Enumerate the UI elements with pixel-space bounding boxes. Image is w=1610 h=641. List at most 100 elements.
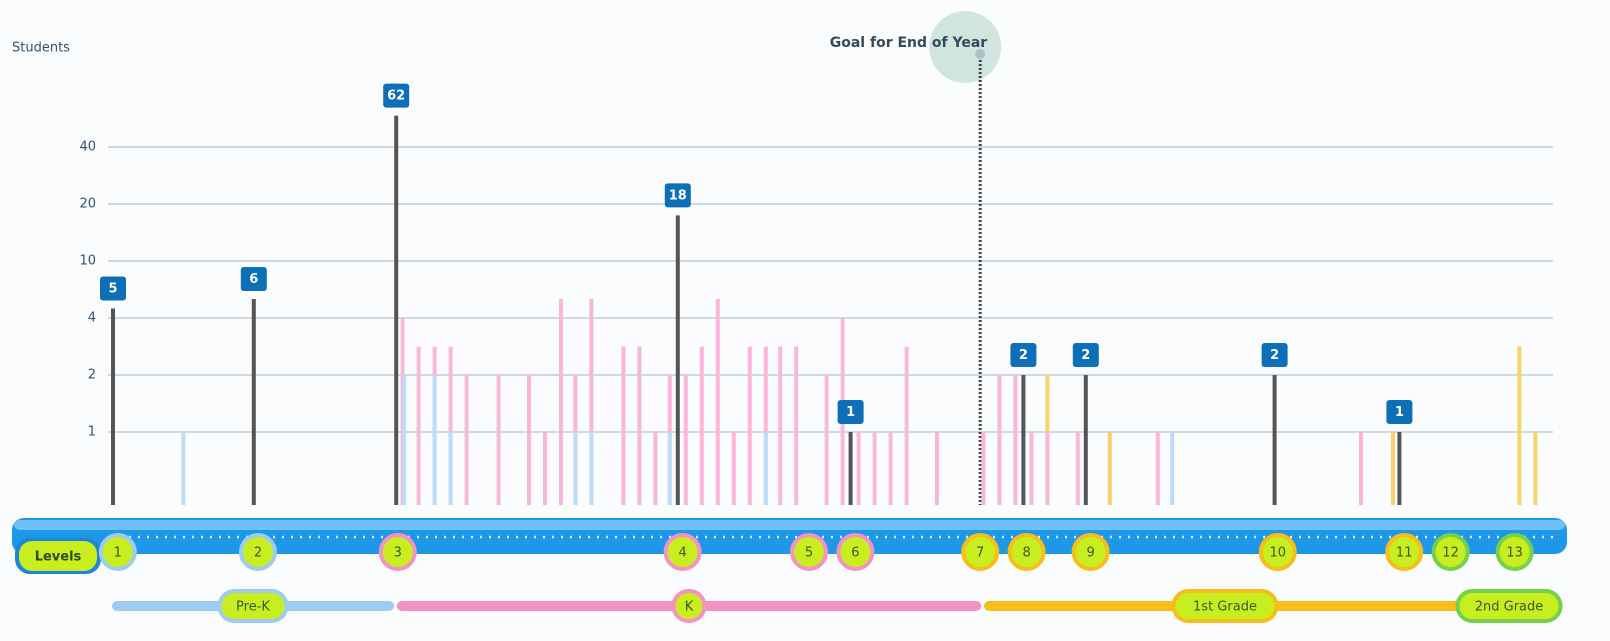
bar: [621, 346, 626, 505]
data-label: 5: [108, 282, 117, 297]
grade-pill[interactable]: [217, 589, 289, 623]
data-label: 6: [249, 272, 258, 287]
bar: [1021, 375, 1026, 505]
bar: [1359, 432, 1363, 505]
bar: [763, 432, 768, 505]
grade-label: Pre-K: [236, 600, 270, 615]
bar: [416, 346, 421, 505]
levels-pill: [19, 541, 97, 571]
bar: [935, 432, 939, 505]
goal-dot: [975, 49, 986, 59]
bar: [448, 432, 453, 505]
bar: [402, 375, 407, 505]
data-label-box: [100, 276, 126, 301]
bar: [653, 432, 658, 505]
bar: [1083, 375, 1088, 505]
bar: [731, 432, 736, 505]
level-label: 13: [1506, 546, 1523, 561]
data-label: 2: [1270, 348, 1279, 363]
grade-label: K: [685, 600, 694, 615]
level-marker[interactable]: [1385, 533, 1424, 571]
bar: [448, 346, 453, 505]
y-axis-label: Students: [12, 41, 70, 56]
level-marker[interactable]: [1007, 533, 1046, 571]
bar: [464, 375, 469, 505]
level-marker[interactable]: [1495, 533, 1534, 571]
data-label-box: [240, 267, 267, 291]
bar: [747, 346, 752, 505]
level-marker[interactable]: [663, 533, 702, 571]
bar: [1029, 432, 1034, 505]
level-label: 12: [1442, 546, 1459, 561]
y-tick-label: 1: [88, 425, 96, 440]
data-label: 62: [387, 89, 405, 104]
data-label-box: [1010, 343, 1037, 367]
data-label-box: [1386, 400, 1413, 424]
data-label: 1: [1395, 405, 1404, 420]
bar: [1397, 432, 1402, 505]
bar: [904, 346, 909, 505]
data-label: 18: [669, 188, 687, 203]
bars: 5 6 62 18 1 2 2 2 1: [100, 83, 1538, 506]
bar: [699, 346, 704, 505]
grade-pill[interactable]: [1171, 589, 1279, 623]
level-marker[interactable]: [238, 533, 277, 571]
bar: [1272, 375, 1277, 505]
bar: [1170, 432, 1175, 505]
bar: [872, 432, 877, 505]
level-label: 9: [1086, 546, 1094, 561]
grade-label: 1st Grade: [1193, 600, 1257, 615]
level-label: 2: [254, 546, 262, 561]
bar: [559, 299, 563, 505]
bar: [683, 375, 688, 505]
bar: [543, 432, 547, 505]
bar: [667, 432, 672, 505]
bar: [715, 299, 720, 505]
grade-pill[interactable]: [671, 589, 707, 623]
grades: Pre-K K 1st Grade 2nd Grade: [112, 589, 1563, 623]
level-marker[interactable]: [1071, 533, 1110, 571]
data-label-box: [837, 400, 864, 424]
level-marker[interactable]: [836, 533, 875, 571]
bar: [1107, 432, 1112, 505]
data-label: 2: [1019, 348, 1028, 363]
y-tick-label: 10: [79, 254, 96, 269]
bar: [1533, 432, 1538, 505]
bar: [1517, 346, 1522, 505]
level-marker[interactable]: [961, 533, 1000, 571]
level-label: 10: [1270, 546, 1287, 561]
grade-pill[interactable]: [1455, 589, 1563, 623]
bar: [394, 115, 399, 506]
bar: [997, 375, 1002, 505]
bar: [251, 299, 256, 505]
bar: [1013, 375, 1018, 505]
bar: [637, 346, 642, 505]
data-label-box: [383, 83, 410, 108]
bar: [1391, 432, 1395, 505]
level-marker[interactable]: [1258, 533, 1297, 571]
bar: [824, 375, 829, 505]
levels-track-shine: [14, 520, 1565, 530]
level-marker[interactable]: [1431, 533, 1470, 571]
y-tick-label: 40: [79, 140, 96, 155]
grid: 1 2 4 10 20 40 Goal for End of Year: [79, 11, 1553, 505]
levels: 1 2 3 4 5 6 7 8 9 10 11 12 13: [98, 533, 1534, 571]
bar: [675, 215, 680, 505]
bar: [432, 375, 437, 505]
goal-halo: [929, 11, 1002, 83]
level-marker[interactable]: [378, 533, 417, 571]
level-label: 1: [114, 546, 122, 561]
bar: [1075, 432, 1080, 505]
data-label: 1: [846, 405, 855, 420]
bar: [527, 375, 531, 505]
bar: [181, 432, 186, 505]
level-label: 5: [805, 546, 813, 561]
level-marker[interactable]: [790, 533, 828, 571]
level-label: 11: [1396, 546, 1413, 561]
level-marker[interactable]: [98, 533, 137, 571]
bar: [848, 432, 853, 505]
bar: [856, 432, 861, 505]
bar: [589, 432, 594, 505]
bar: [888, 432, 893, 505]
